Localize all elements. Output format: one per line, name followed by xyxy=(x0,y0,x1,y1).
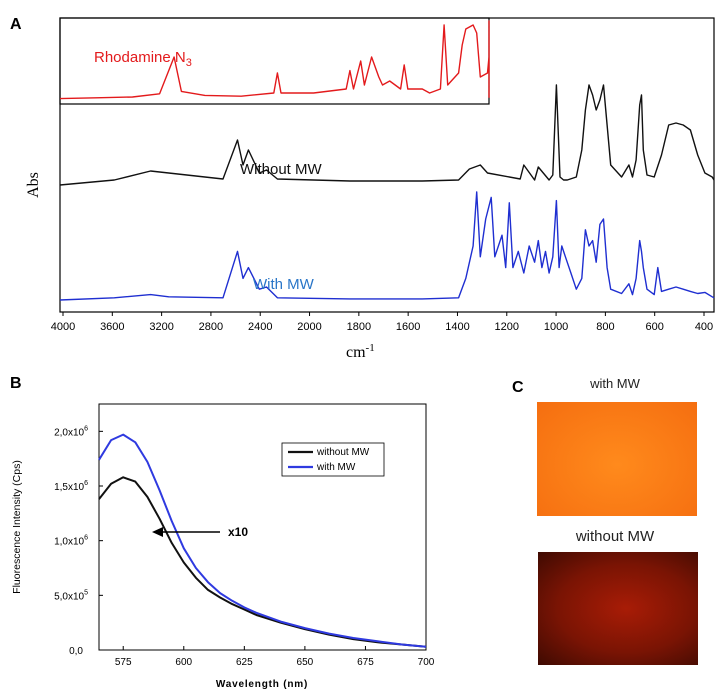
ir-x-tick-label: 1400 xyxy=(445,321,469,333)
ir-x-tick-label: 400 xyxy=(695,321,713,333)
fluorescence-series-with-mw xyxy=(98,433,427,648)
legend-box xyxy=(281,442,385,477)
legend-label-without-mw: without MW xyxy=(316,447,370,458)
fluorescence-series-group xyxy=(98,433,427,648)
fluorescence-x-tick-label: 650 xyxy=(297,657,314,668)
ir-series-with-mw xyxy=(59,191,715,301)
series-label-rhodamine: Rhodamine N3 xyxy=(94,49,192,69)
panel-letter-c: C xyxy=(512,379,524,396)
ir-x-tick-label: 1600 xyxy=(396,321,420,333)
fluorescence-axes: 575 600 625 650 675 700 0,0 5,0x105 1,0x106 1,5x1… xyxy=(54,425,435,668)
fluorescence-legend: without MW with MW xyxy=(281,442,385,477)
photo-with-mw xyxy=(537,402,697,516)
panel-letter-a: A xyxy=(10,16,22,33)
ir-x-tick-label: 2800 xyxy=(199,321,223,333)
ir-x-axis: 4000 3600 3200 2800 2400 2000 1800 1600 1400 1200… xyxy=(51,312,713,333)
photo-title-without-mw: without MW xyxy=(575,528,655,545)
annotation-x10: x10 xyxy=(152,525,248,539)
ir-x-tick-label: 600 xyxy=(646,321,664,333)
ir-series-rhodamine xyxy=(59,20,490,100)
ir-x-tick-label: 3600 xyxy=(100,321,124,333)
fluorescence-y-tick-label: 5,0x105 xyxy=(54,589,88,602)
photo-title-with-mw: with MW xyxy=(590,376,640,391)
ir-x-tick-label: 1800 xyxy=(347,321,371,333)
fluorescence-y-tick-label: 1,0x106 xyxy=(54,535,88,548)
annotation-text: x10 xyxy=(228,525,248,539)
fluorescence-series-without-mw xyxy=(98,476,427,648)
ir-y-axis-label: Abs xyxy=(25,172,42,198)
fluorescence-x-tick-label: 600 xyxy=(175,657,192,668)
ir-series-without-mw xyxy=(59,84,715,186)
fluorescence-panel: 575 600 625 650 675 700 0,0 5,0x105 1,0x106 1,5x1… xyxy=(11,403,435,690)
annotation-arrowhead xyxy=(152,527,163,537)
legend-label-with-mw: with MW xyxy=(316,462,356,473)
fluorescence-y-tick-label: 0,0 xyxy=(69,646,83,657)
fluorescence-x-tick-label: 675 xyxy=(357,657,374,668)
fluorescence-x-tick-label: 575 xyxy=(115,657,132,668)
fluorescence-x-tick-label: 700 xyxy=(418,657,435,668)
fluorescence-x-axis-label: Wavelength (nm) xyxy=(216,679,308,690)
ir-x-tick-label: 1200 xyxy=(495,321,519,333)
series-label-without-mw: Without MW xyxy=(240,161,323,178)
ir-series-group xyxy=(59,20,715,301)
fluorescence-plot-frame xyxy=(98,403,427,651)
fluorescence-y-tick-label: 1,5x106 xyxy=(54,480,88,493)
series-label-with-mw: With MW xyxy=(253,276,315,293)
ir-x-tick-label: 3200 xyxy=(149,321,173,333)
panel-letter-b: B xyxy=(10,375,22,392)
ir-spectra-panel: 4000 3600 3200 2800 2400 2000 1800 1600 1400 1200… xyxy=(25,17,715,361)
ir-x-tick-label: 2000 xyxy=(297,321,321,333)
ir-x-tick-label: 1000 xyxy=(544,321,568,333)
photo-without-mw xyxy=(538,552,698,665)
ir-x-tick-label: 4000 xyxy=(51,321,75,333)
fluorescence-y-tick-label: 2,0x106 xyxy=(54,425,88,438)
fluorescence-y-axis-label: Fluorescence Intensity (Cps) xyxy=(11,460,23,594)
ir-x-tick-label: 2400 xyxy=(248,321,272,333)
fluorescence-x-tick-label: 625 xyxy=(236,657,253,668)
ir-x-axis-label: cm-1 xyxy=(346,342,375,361)
ir-x-tick-label: 800 xyxy=(596,321,614,333)
